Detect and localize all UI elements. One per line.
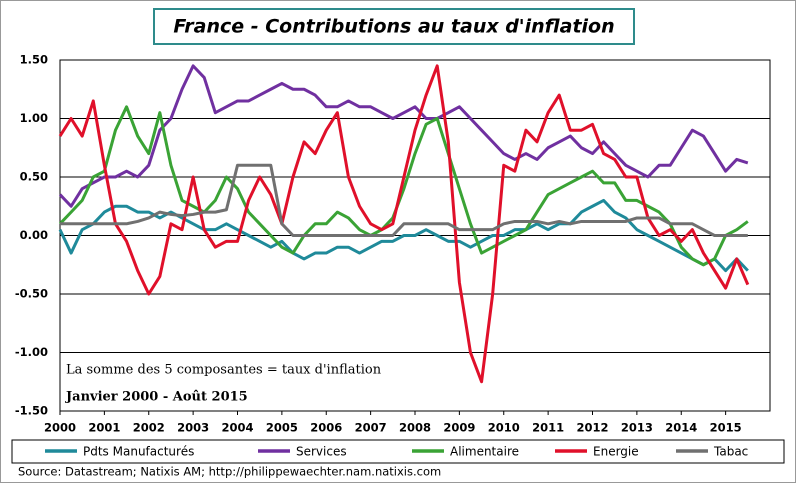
y-tick-label: -0.50: [15, 287, 48, 301]
x-tick-label: 2008: [399, 421, 431, 435]
x-tick-label: 2015: [710, 421, 742, 435]
x-tick-label: 2005: [266, 421, 298, 435]
source: Source: Datastream; Natixis AM; http://p…: [18, 465, 441, 479]
series-line: [58, 105, 749, 267]
chart-title: France - Contributions au taux d'inflati…: [173, 16, 614, 38]
legend-label: Pdts Manufacturés: [83, 445, 194, 459]
x-tick-label: 2011: [532, 421, 564, 435]
y-tick-label: 1.50: [20, 53, 48, 67]
y-tick-label: 1.00: [20, 111, 48, 125]
x-tick-label: 2002: [133, 421, 165, 435]
x-tick-label: 2012: [576, 421, 608, 435]
legend-label: Alimentaire: [450, 445, 519, 459]
series-line: [58, 64, 750, 384]
x-tick-label: 2004: [221, 421, 253, 435]
x-tick-label: 2013: [621, 421, 653, 435]
y-tick-label: 0.50: [20, 170, 48, 184]
x-tick-label: 2003: [177, 421, 209, 435]
annotation: Janvier 2000 - Août 2015: [65, 390, 248, 405]
legend-label: Tabac: [713, 445, 748, 459]
legend-label: Services: [296, 445, 347, 459]
series-line: [60, 163, 748, 237]
legend-label: Energie: [593, 445, 639, 459]
x-tick-label: 2007: [355, 421, 387, 435]
x-tick-label: 2001: [88, 421, 120, 435]
series-line: [58, 64, 749, 208]
y-tick-label: 0.00: [20, 228, 48, 242]
x-tick-label: 2010: [488, 421, 520, 435]
y-tick-label: -1.00: [15, 345, 48, 359]
annotation: La somme des 5 composantes = taux d'infl…: [66, 363, 382, 378]
legend: [11, 439, 785, 464]
x-tick-label: 2006: [310, 421, 342, 435]
x-tick-label: 2009: [443, 421, 475, 435]
y-tick-label: -1.50: [15, 404, 48, 418]
x-tick-label: 2014: [665, 421, 697, 435]
title-box: [153, 8, 635, 45]
x-tick-label: 2000: [44, 421, 76, 435]
